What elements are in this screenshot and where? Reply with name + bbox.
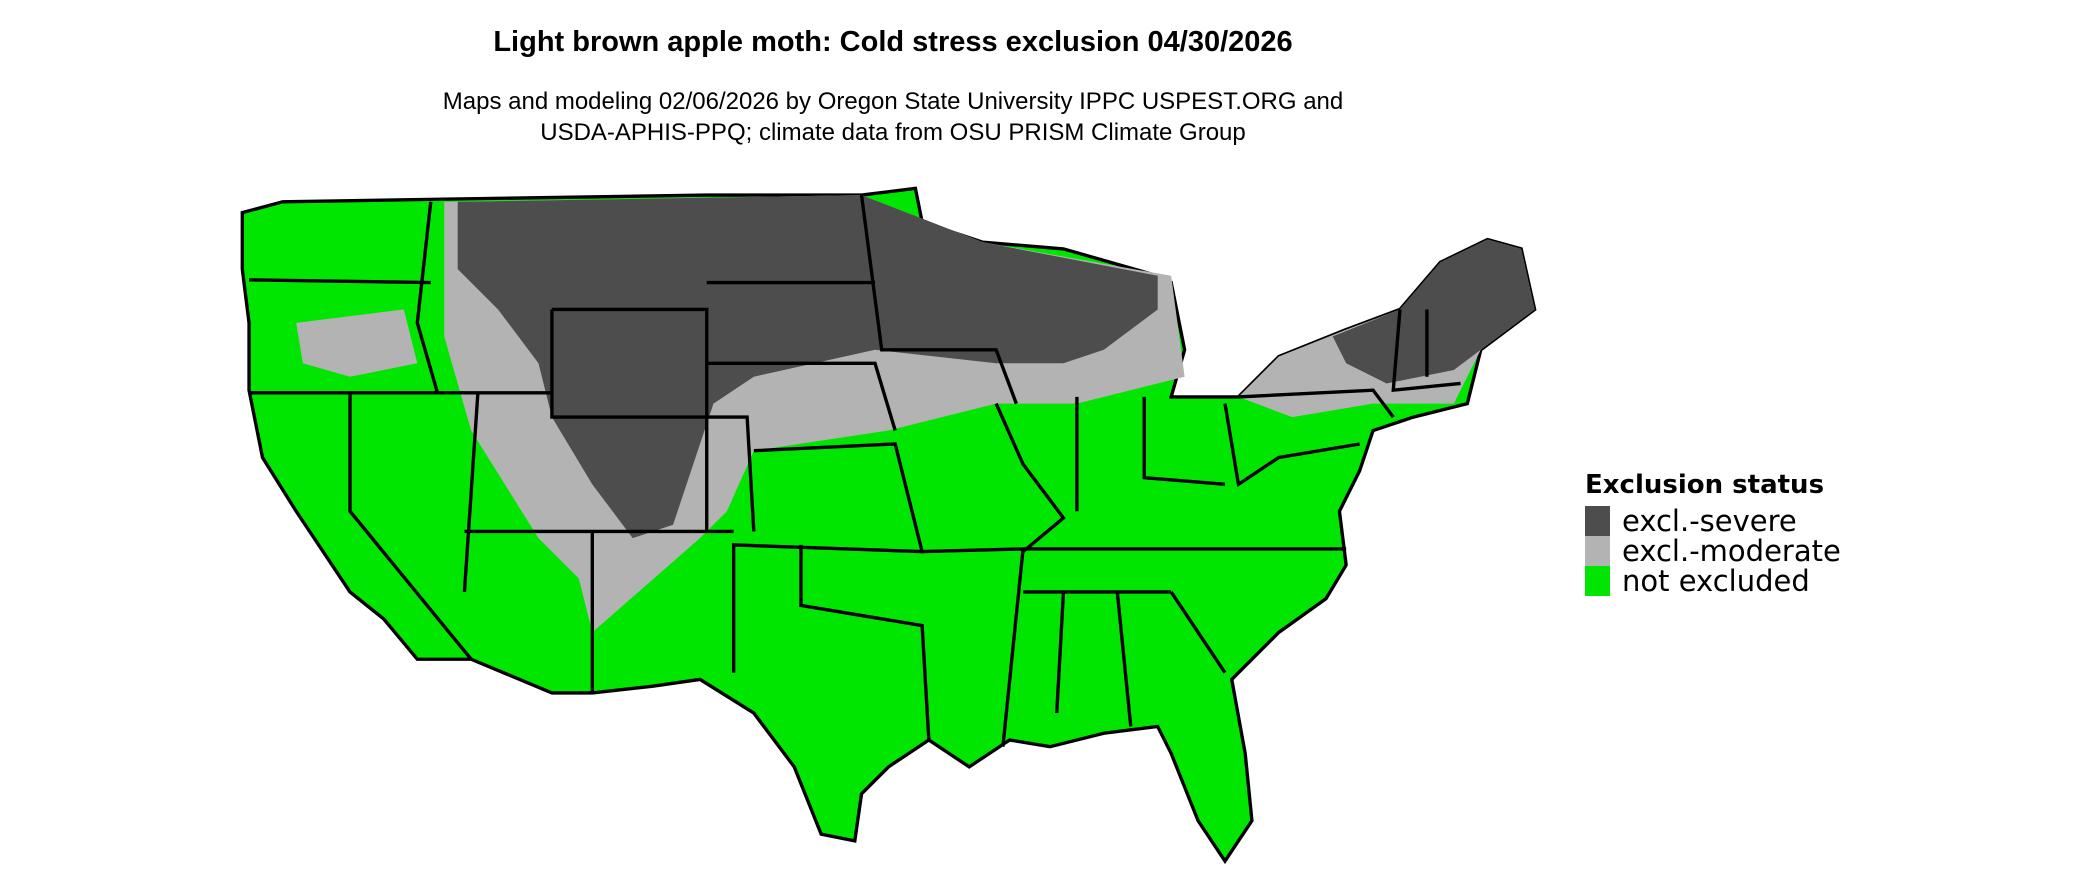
legend-item-severe: excl.-severe: [1585, 504, 1841, 538]
legend: Exclusion status excl.-severe excl.-mode…: [1585, 470, 1841, 598]
legend-swatch-moderate: [1585, 536, 1610, 566]
legend-label: excl.-moderate: [1622, 534, 1841, 568]
legend-label: not excluded: [1622, 564, 1810, 598]
map-subtitle: Maps and modeling 02/06/2026 by Oregon S…: [0, 86, 1786, 148]
legend-item-moderate: excl.-moderate: [1585, 534, 1841, 568]
subtitle-line-1: Maps and modeling 02/06/2026 by Oregon S…: [442, 88, 1344, 115]
legend-item-not-excluded: not excluded: [1585, 564, 1841, 598]
legend-title: Exclusion status: [1585, 470, 1825, 500]
severe-exclusion-region-northeast: [1332, 239, 1535, 384]
state-borders: [249, 194, 1461, 747]
legend-swatch-not-excluded: [1585, 566, 1610, 596]
moderate-exclusion-region-oregon: [296, 309, 418, 377]
legend-label: excl.-severe: [1622, 504, 1797, 538]
legend-swatch-severe: [1585, 506, 1610, 536]
map-title: Light brown apple moth: Cold stress excl…: [493, 26, 1293, 58]
subtitle-line-2: USDA-APHIS-PPQ; climate data from OSU PR…: [540, 119, 1246, 146]
severe-exclusion-region-west: [457, 195, 1158, 539]
